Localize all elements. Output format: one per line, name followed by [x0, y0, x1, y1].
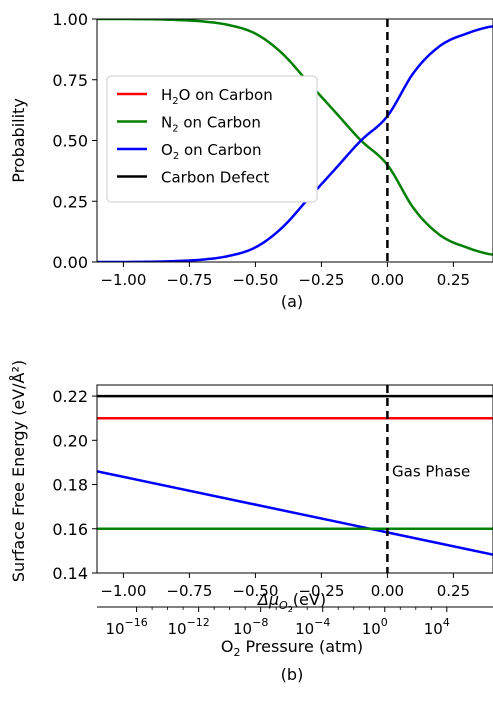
panel-a-chart: −1.00 −0.75 −0.50 −0.25 0.00 0.25 0.00 0.25 0.5…	[9, 10, 493, 311]
x-tick-label: −1.00	[100, 582, 146, 600]
x-label-subsub: 2	[288, 605, 293, 614]
panel-b-x-axis-label: ΔμO2(eV)	[256, 590, 326, 614]
y-tick-label: 0.18	[52, 476, 88, 495]
panel-b-label: (b)	[281, 665, 304, 684]
x-label-rest: (eV)	[293, 590, 326, 609]
panel-b-y-ticks: 0.14 0.16 0.18 0.20 0.22	[52, 387, 97, 583]
y-tick-label: 0.25	[52, 192, 88, 211]
pressure-axis-ticks: 10−16 10−12 10−8 10−4 100 104	[105, 607, 450, 638]
x-tick-label: 0.25	[437, 271, 470, 289]
pressure-label-sub: 2	[233, 646, 240, 659]
x-tick-label: 0.00	[371, 582, 404, 600]
pressure-tick-label: 10−16	[105, 616, 147, 638]
legend-label: Carbon Defect	[161, 169, 269, 187]
panel-b-plot-frame	[96, 384, 493, 574]
y-tick-label: 0.20	[52, 431, 88, 450]
pressure-tick-label: 10−4	[295, 616, 330, 638]
x-tick-label: 0.25	[437, 582, 470, 600]
pressure-label-rest: Pressure (atm)	[240, 637, 363, 656]
x-tick-label: −0.75	[166, 271, 212, 289]
y-tick-label: 0.22	[52, 387, 88, 406]
x-tick-label: −0.50	[232, 271, 278, 289]
y-tick-label: 0.14	[52, 564, 88, 583]
x-tick-label: −0.75	[166, 582, 212, 600]
pressure-tick-label: 104	[424, 616, 450, 638]
y-tick-label: 0.16	[52, 520, 88, 539]
legend-label: N2 on Carbon	[161, 114, 261, 135]
panel-a-x-ticks: −1.00 −0.75 −0.50 −0.25 0.00 0.25	[100, 262, 470, 289]
panel-b-x-ticks: −1.00 −0.75 −0.50 −0.25 0.00 0.25	[100, 573, 470, 600]
x-tick-label: −0.50	[232, 582, 278, 600]
panel-b-chart: −1.00 −0.75 −0.50 −0.25 0.00 0.25 0.140.160.1…	[9, 360, 493, 684]
x-label-sub: O	[279, 599, 288, 612]
pressure-label-main: O	[221, 637, 234, 656]
panel-b-series-lines	[97, 394, 493, 556]
pressure-tick-label: 100	[362, 616, 388, 638]
x-tick-label: −0.25	[298, 582, 344, 600]
legend-label: O2 on Carbon	[161, 141, 261, 162]
panel-b-y-axis-label: Surface Free Energy (eV/Å²)	[9, 360, 28, 582]
x-tick-label: 0.00	[371, 271, 404, 289]
series-line-o-on-carbon	[97, 470, 493, 556]
y-tick-label: 1.00	[52, 10, 88, 29]
x-tick-label: −0.25	[298, 271, 344, 289]
pressure-tick-label: 10−8	[233, 616, 268, 638]
legend-label: H2O on Carbon	[161, 86, 273, 107]
panel-a-label: (a)	[281, 292, 303, 311]
y-tick-label: 0.75	[52, 71, 88, 90]
panel-a-y-ticks: 0.00 0.25 0.50 0.75 1.00	[52, 10, 97, 272]
panel-b-annotation-gas-phase: Gas Phase	[392, 462, 470, 480]
x-label-main: Δμ	[256, 590, 279, 609]
y-tick-label: 0.50	[52, 132, 88, 151]
panel-a-y-axis-label: Probability	[9, 98, 28, 183]
x-tick-label: −1.00	[100, 271, 146, 289]
legend-box	[106, 75, 318, 203]
legend-items: H2O on Carbon N2 on Carbon O2 on Carbon Car…	[117, 86, 273, 187]
pressure-tick-label: 10−12	[167, 616, 209, 638]
pressure-axis-label: O2 Pressure (atm)	[221, 637, 363, 659]
y-tick-label: 0.00	[52, 253, 88, 272]
panel-a-legend: H2O on Carbon N2 on Carbon O2 on Carbon Car…	[106, 75, 318, 203]
